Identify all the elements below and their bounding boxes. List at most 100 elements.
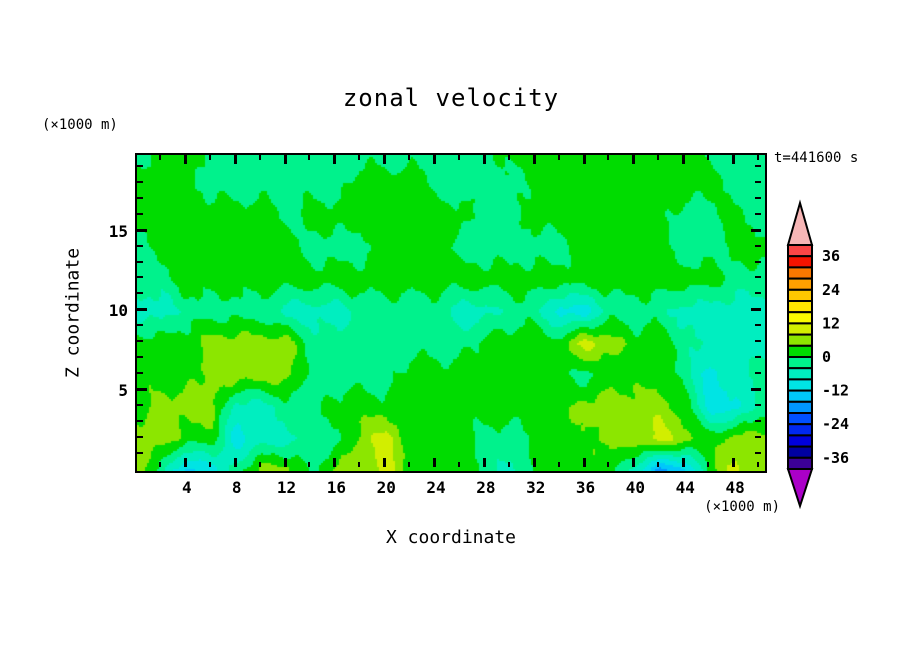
axis-tick — [751, 229, 761, 232]
axis-tick — [137, 388, 147, 391]
axis-tick — [458, 155, 460, 160]
z-tick-label: 5 — [118, 381, 128, 401]
axis-tick — [583, 155, 586, 164]
axis-tick — [583, 458, 586, 467]
axis-tick — [732, 458, 735, 467]
colorbar-segment — [787, 378, 813, 392]
colorbar-label: 24 — [822, 281, 840, 299]
axis-tick — [757, 155, 759, 160]
colorbar-segment — [787, 344, 813, 359]
axis-tick — [508, 462, 510, 467]
x-tick-label: 48 — [725, 478, 745, 497]
x-tick-label: 12 — [276, 478, 297, 497]
axis-tick — [137, 372, 143, 374]
axis-tick — [308, 462, 310, 467]
axis-tick — [755, 165, 761, 167]
axis-tick — [558, 462, 560, 467]
colorbar-arrow-down — [786, 468, 814, 510]
x-tick-label: 20 — [376, 478, 396, 497]
contour-plot-area — [135, 153, 767, 473]
axis-tick — [137, 356, 143, 358]
axis-tick — [755, 181, 761, 183]
colorbar-segment — [787, 277, 813, 291]
colorbar-arrow-up — [786, 199, 814, 246]
x-tick-label: 4 — [182, 478, 192, 497]
x-tick-label: 44 — [675, 478, 695, 497]
axis-tick — [657, 155, 659, 160]
axis-tick — [184, 155, 187, 164]
axis-tick — [137, 261, 143, 263]
axis-tick — [755, 276, 761, 278]
axis-tick — [358, 462, 360, 467]
axis-tick — [433, 458, 436, 467]
contour-field-canvas — [137, 155, 765, 471]
axis-tick — [755, 340, 761, 342]
colorbar-segment — [787, 445, 813, 459]
axis-tick — [707, 462, 709, 467]
z-axis-title: Z coordinate — [62, 247, 84, 379]
colorbar-segment — [787, 300, 813, 314]
axis-tick — [755, 324, 761, 326]
axis-tick — [755, 261, 761, 263]
axis-tick — [383, 155, 386, 164]
chart-title: zonal velocity — [342, 84, 560, 112]
axis-tick — [433, 155, 436, 164]
axis-tick — [137, 245, 143, 247]
axis-tick — [408, 155, 410, 160]
axis-tick — [358, 155, 360, 160]
axis-tick — [308, 155, 310, 160]
axis-tick — [159, 462, 161, 467]
axis-tick — [657, 462, 659, 467]
axis-tick — [137, 292, 143, 294]
axis-tick — [137, 229, 147, 232]
axis-tick — [682, 155, 685, 164]
axis-tick — [755, 452, 761, 454]
axis-tick — [259, 155, 261, 160]
axis-tick — [137, 276, 143, 278]
axis-tick — [755, 245, 761, 247]
colorbar-segment — [787, 389, 813, 403]
axis-tick — [755, 213, 761, 215]
axis-tick — [284, 458, 287, 467]
colorbar-segment — [787, 434, 813, 448]
axis-tick — [137, 452, 143, 454]
x-tick-label: 28 — [476, 478, 496, 497]
axis-tick — [755, 420, 761, 422]
x-tick-label: 40 — [625, 478, 646, 497]
axis-tick — [755, 356, 761, 358]
axis-tick — [707, 155, 709, 160]
axis-tick — [607, 462, 609, 467]
x-tick-label: 36 — [575, 478, 596, 497]
axis-tick — [751, 388, 761, 391]
colorbar-segment — [787, 322, 813, 336]
axis-tick — [137, 324, 143, 326]
axis-tick — [209, 462, 211, 467]
colorbar-segment — [787, 412, 813, 426]
axis-tick — [137, 340, 143, 342]
axis-tick — [483, 155, 486, 164]
colorbar-label: -24 — [822, 415, 849, 433]
axis-tick — [234, 458, 237, 467]
axis-tick — [137, 404, 143, 406]
colorbar-segment — [787, 367, 813, 381]
x-axis-title: X coordinate — [385, 527, 517, 548]
axis-tick — [508, 155, 510, 160]
axis-tick — [755, 372, 761, 374]
colorbar-segment — [787, 333, 813, 347]
axis-tick — [682, 458, 685, 467]
axis-tick — [458, 462, 460, 467]
timestamp-label: t=441600 s — [774, 150, 859, 166]
axis-tick — [607, 155, 609, 160]
axis-tick — [137, 436, 143, 438]
axis-tick — [751, 308, 761, 311]
axis-tick — [558, 155, 560, 160]
x-tick-label: 24 — [426, 478, 446, 497]
z-tick-label: 10 — [108, 301, 128, 321]
colorbar-label: 36 — [822, 247, 840, 265]
x-axis-units-label: (×1000 m) — [704, 499, 780, 515]
axis-tick — [137, 181, 143, 183]
colorbar-segment — [787, 244, 813, 258]
colorbar-label: 0 — [822, 348, 831, 366]
axis-tick — [755, 292, 761, 294]
